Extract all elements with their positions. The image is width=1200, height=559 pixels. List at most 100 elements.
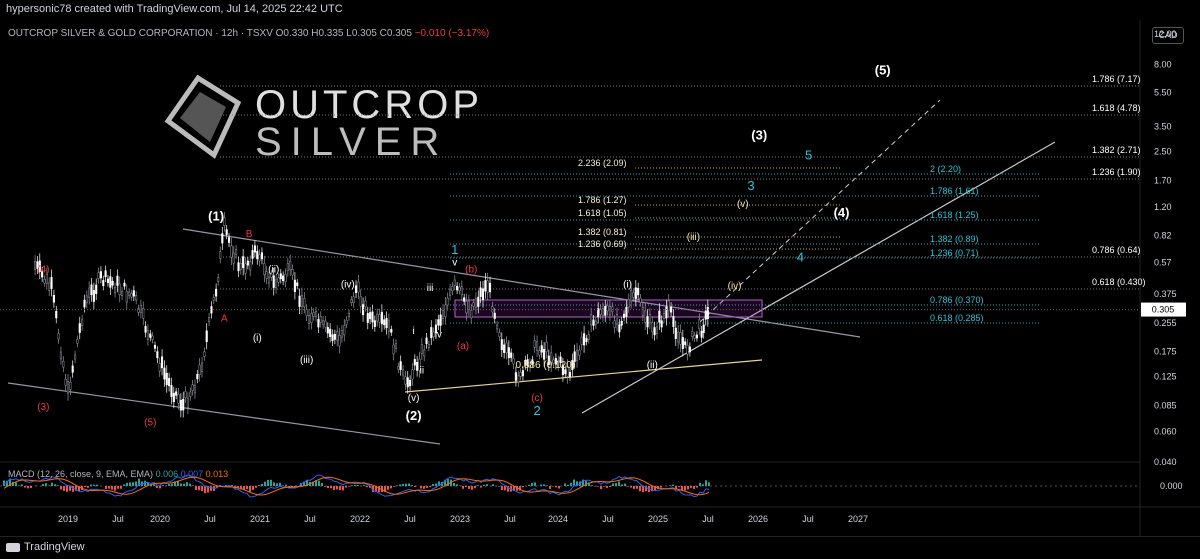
macd-histogram-bar bbox=[642, 486, 644, 492]
price-candle bbox=[74, 355, 76, 359]
wave-label: (2) bbox=[406, 408, 422, 423]
price-candle bbox=[178, 394, 180, 403]
price-candle bbox=[517, 376, 519, 382]
wave-label: (a) bbox=[457, 341, 469, 352]
price-candle bbox=[539, 351, 541, 356]
y-tick-label: 1.20 bbox=[1154, 202, 1172, 212]
price-candle bbox=[701, 331, 703, 337]
macd-histogram-bar bbox=[618, 481, 620, 486]
macd-histogram-bar bbox=[126, 483, 128, 486]
tradingview-brand[interactable]: TradingView bbox=[6, 541, 85, 553]
macd-histogram-bar bbox=[201, 486, 203, 491]
price-candle bbox=[621, 321, 623, 325]
macd-histogram-bar bbox=[696, 486, 698, 488]
macd-histogram-bar bbox=[321, 483, 323, 486]
price-candle bbox=[164, 368, 166, 379]
macd-histogram-bar bbox=[549, 486, 551, 489]
macd-histogram-bar bbox=[66, 486, 68, 492]
price-candle bbox=[379, 315, 381, 323]
price-candle bbox=[206, 331, 208, 342]
macd-histogram-bar bbox=[603, 486, 605, 487]
fib-level-cyan-label: 1.786 (1.61) bbox=[930, 186, 979, 196]
price-candle bbox=[407, 378, 409, 387]
outcrop-logo: OUTCROP SILVER bbox=[168, 78, 483, 164]
price-candle bbox=[231, 246, 233, 258]
macd-histogram-bar bbox=[501, 486, 503, 490]
macd-histogram-bar bbox=[633, 486, 635, 489]
macd-histogram-bar bbox=[429, 486, 431, 487]
price-candle bbox=[367, 313, 369, 322]
price-candle bbox=[289, 261, 291, 270]
price-candle bbox=[630, 290, 632, 301]
price-candle bbox=[107, 279, 109, 283]
price-candle bbox=[159, 363, 161, 371]
macd-histogram-bar bbox=[702, 484, 704, 486]
price-candle bbox=[651, 323, 653, 332]
y-tick-label: 0.175 bbox=[1154, 346, 1177, 356]
price-candle bbox=[675, 328, 677, 339]
macd-histogram-bar bbox=[558, 486, 560, 489]
price-candle bbox=[536, 342, 538, 351]
price-axis: 12.008.005.503.502.501.701.200.820.570.3… bbox=[1154, 29, 1177, 467]
price-candle bbox=[680, 332, 682, 344]
macd-histogram-bar bbox=[471, 486, 473, 490]
macd-histogram-bar bbox=[327, 486, 329, 488]
price-candle bbox=[614, 321, 616, 328]
fib-level-white-label: 0.786 (0.64) bbox=[1092, 245, 1141, 255]
price-candle bbox=[454, 280, 456, 285]
price-candle bbox=[581, 337, 583, 344]
macd-histogram-bar bbox=[15, 482, 17, 486]
price-candle bbox=[351, 300, 353, 303]
wave-label: (v) bbox=[408, 393, 420, 404]
price-candle bbox=[44, 279, 46, 283]
macd-histogram-bar bbox=[675, 486, 677, 489]
macd-histogram-bar bbox=[279, 483, 281, 486]
macd-histogram-bar bbox=[420, 486, 422, 488]
fib-level-cyan-label: 1.618 (1.25) bbox=[930, 210, 979, 220]
wave-label: v bbox=[452, 257, 457, 268]
price-candle bbox=[569, 372, 571, 377]
price-candle bbox=[694, 335, 696, 338]
x-tick-label: Jul bbox=[802, 514, 814, 524]
price-candle bbox=[506, 343, 508, 353]
price-candle bbox=[473, 303, 475, 307]
price-candle bbox=[296, 283, 298, 286]
price-candle bbox=[383, 320, 385, 325]
price-candle bbox=[386, 318, 388, 328]
price-candle bbox=[84, 300, 86, 307]
macd-histogram-bar bbox=[435, 483, 437, 486]
x-tick-label: 2021 bbox=[250, 514, 270, 524]
macd-histogram-bar bbox=[609, 486, 611, 487]
macd-histogram-bar bbox=[492, 484, 494, 486]
price-chart[interactable]: OUTCROP SILVER 1.786 (7.17)1.618 (4.78)1… bbox=[0, 0, 1200, 536]
price-candle bbox=[482, 289, 484, 300]
price-candle bbox=[275, 280, 277, 288]
x-tick-label: 2022 bbox=[350, 514, 370, 524]
fib-level-white-label: 0.618 (0.430) bbox=[1092, 277, 1146, 287]
price-candle bbox=[590, 315, 592, 325]
macd-histogram-bar bbox=[63, 486, 65, 491]
macd-histogram-bar bbox=[342, 486, 344, 490]
price-candle bbox=[677, 332, 679, 342]
trendline bbox=[405, 360, 762, 392]
price-candle bbox=[192, 385, 194, 391]
price-candle bbox=[194, 385, 196, 393]
y-tick-label: 0.82 bbox=[1154, 230, 1172, 240]
macd-histogram-bar bbox=[699, 483, 701, 486]
price-candle bbox=[268, 277, 270, 283]
macd-histogram-bar bbox=[354, 485, 356, 486]
macd-histogram-bar bbox=[159, 486, 161, 488]
macd-histogram-bar bbox=[693, 486, 695, 489]
price-candle bbox=[508, 348, 510, 358]
wave-label: B bbox=[246, 229, 253, 240]
price-candle bbox=[249, 262, 251, 270]
price-candle bbox=[285, 274, 287, 281]
price-candle bbox=[145, 326, 147, 332]
price-candle bbox=[219, 252, 221, 259]
tradingview-brand-label: TradingView bbox=[24, 541, 85, 553]
price-candle bbox=[131, 294, 133, 298]
macd-histogram-bar bbox=[153, 484, 155, 486]
price-candle bbox=[355, 286, 357, 293]
price-candle bbox=[332, 335, 334, 341]
wave-label: 4 bbox=[797, 249, 804, 264]
